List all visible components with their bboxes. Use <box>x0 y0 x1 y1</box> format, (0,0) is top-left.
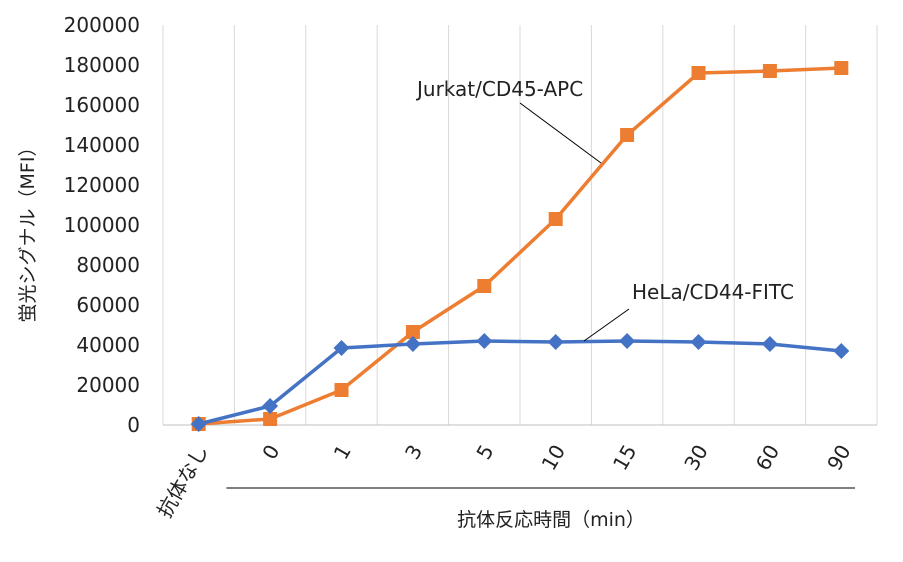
data-point <box>691 66 706 80</box>
series-layer <box>190 61 850 432</box>
annotation-jurkat: Jurkat/CD45-APC <box>415 77 583 101</box>
axis-layer <box>163 424 877 489</box>
y-tick-label: 140000 <box>64 133 140 157</box>
data-point <box>548 212 563 226</box>
series-line <box>198 66 842 426</box>
x-tick-label: 15 <box>608 441 642 475</box>
x-tick-label: 3 <box>400 441 427 464</box>
annotation-leader-line <box>583 308 630 342</box>
data-point <box>333 340 350 356</box>
data-point <box>262 398 279 414</box>
data-point <box>761 336 778 352</box>
x-tick-label: 10 <box>537 441 571 475</box>
series-line <box>198 339 842 426</box>
x-tick-label: 0 <box>257 441 284 464</box>
data-point <box>476 333 493 349</box>
y-tick-label: 160000 <box>64 93 140 117</box>
data-point <box>263 412 278 426</box>
y-tick-label: 0 <box>127 413 140 437</box>
series-hela <box>190 333 850 432</box>
y-tick-label: 40000 <box>76 333 140 357</box>
x-axis-label: 抗体反応時間（min） <box>457 509 645 531</box>
y-tick-label: 180000 <box>64 53 140 77</box>
data-point <box>619 333 636 349</box>
annotation-hela: HeLa/CD44-FITC <box>632 280 794 304</box>
y-axis-label: 蛍光シグナル（MFI） <box>17 138 39 323</box>
data-point <box>190 416 207 432</box>
x-tick-label: 5 <box>471 441 498 464</box>
annotation-layer: Jurkat/CD45-APC HeLa/CD44-FITC <box>415 77 794 342</box>
x-tick-label: 60 <box>751 441 785 475</box>
data-point <box>690 334 707 350</box>
data-point <box>404 336 421 352</box>
data-point <box>762 64 777 78</box>
x-tick-label: 90 <box>822 441 856 475</box>
data-point <box>477 279 492 293</box>
data-point <box>334 383 349 397</box>
x-tick-label: 30 <box>679 441 713 475</box>
y-tick-label: 100000 <box>64 213 140 237</box>
grid-layer <box>162 25 878 425</box>
y-tick-label: 120000 <box>64 173 140 197</box>
y-tick-label: 80000 <box>76 253 140 277</box>
data-point <box>834 61 849 75</box>
data-point <box>405 325 420 339</box>
annotation-leader-line <box>519 102 602 164</box>
data-point <box>547 334 564 350</box>
y-tick-label: 200000 <box>64 13 140 37</box>
x-tick-label: 抗体なし <box>152 441 213 522</box>
y-tick-label: 20000 <box>76 373 140 397</box>
y-tick-labels: 0 20000 40000 60000 80000 100000 120000 140000 1… <box>64 13 140 437</box>
data-point <box>620 128 635 142</box>
y-tick-label: 60000 <box>76 293 140 317</box>
x-tick-label: 1 <box>329 441 356 464</box>
data-point <box>833 343 850 359</box>
